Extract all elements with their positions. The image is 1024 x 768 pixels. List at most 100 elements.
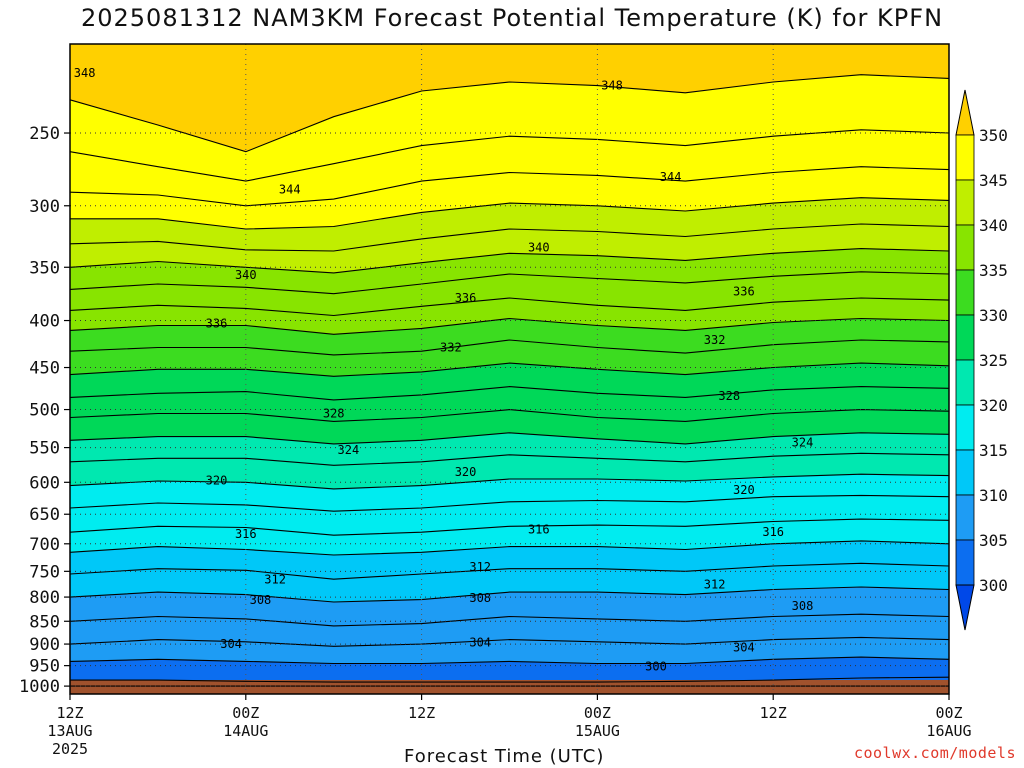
contour-label: 348	[74, 66, 96, 80]
contour-line	[69, 248, 950, 274]
x-tick-label: 12Z	[760, 704, 787, 722]
colorbar-tick-label: 350	[979, 126, 1008, 145]
x-tick-label: 13AUG	[47, 722, 92, 740]
contour-label: 312	[264, 573, 286, 587]
y-tick-label: 900	[29, 635, 60, 655]
contour-band	[70, 271, 949, 316]
contour-label: 304	[469, 636, 491, 650]
contour-band	[70, 74, 949, 182]
contour-line	[69, 562, 950, 580]
colorbar-segment	[955, 494, 975, 541]
contour-band	[70, 298, 949, 335]
x-tick-label: 12Z	[408, 704, 435, 722]
contour-label: 316	[762, 525, 784, 539]
contour-label: 320	[733, 483, 755, 497]
contour-band	[70, 474, 949, 512]
contour-label: 304	[733, 641, 755, 655]
colorbar-tick-label: 310	[979, 486, 1008, 505]
contour-label: 300	[645, 659, 667, 673]
contour-label: 308	[469, 591, 491, 605]
credit-text: coolwx.com/models	[853, 744, 1016, 762]
contour-label: 324	[792, 435, 814, 449]
contour-band	[70, 540, 949, 580]
contour-band	[70, 363, 949, 400]
contour-label: 332	[704, 333, 726, 347]
contour-label: 304	[220, 637, 242, 651]
contour-band	[70, 637, 949, 664]
contour-line	[69, 339, 950, 356]
contour-band	[70, 129, 949, 206]
colorbar-segment	[955, 539, 975, 586]
contour-label: 308	[792, 599, 814, 613]
contour-label: 340	[528, 240, 550, 254]
contour-line	[69, 636, 950, 647]
contour-line	[69, 518, 950, 536]
contour-line	[69, 432, 950, 445]
contour-label: 344	[279, 182, 301, 196]
colorbar-arrow-top	[955, 89, 975, 136]
contour-line	[69, 317, 950, 335]
contour-line	[69, 362, 950, 377]
contour-band	[70, 657, 949, 683]
contour-label: 320	[455, 465, 477, 479]
colorbar-arrow-bottom	[955, 584, 975, 631]
contour-line	[70, 197, 950, 230]
contour-label: 332	[440, 341, 462, 355]
colorbar-segment	[955, 449, 975, 496]
colorbar-segment	[955, 224, 975, 271]
x-tick-label: 14AUG	[223, 722, 268, 740]
contour-label: 340	[235, 268, 257, 282]
contour-line	[69, 223, 950, 252]
y-tick-label: 400	[29, 312, 60, 332]
y-tick-label: 1000	[19, 677, 60, 697]
contour-line	[70, 676, 950, 683]
contour-label: 316	[235, 527, 257, 541]
y-tick-label: 600	[29, 473, 60, 493]
contour-line	[69, 494, 950, 512]
y-tick-label: 950	[29, 657, 60, 677]
contour-label: 328	[323, 407, 345, 421]
y-tick-label: 350	[29, 258, 60, 278]
colorbar-tick-label: 320	[979, 396, 1008, 415]
contour-band	[70, 318, 949, 355]
colorbar: 350 345 340 335 330 325 320 315 310 305 300	[955, 89, 1008, 631]
contour-line	[69, 129, 950, 182]
contour-band	[70, 197, 949, 251]
contour-label: 324	[338, 443, 360, 457]
x-tick-label: 00Z	[584, 704, 611, 722]
y-tick-label: 800	[29, 588, 60, 608]
y-tick-label: 450	[29, 359, 60, 379]
contour-band	[70, 432, 949, 466]
contour-label: 308	[250, 593, 272, 607]
contour-label: 336	[455, 291, 477, 305]
x-tick-label: 15AUG	[575, 722, 620, 740]
y-tick-label: 550	[29, 439, 60, 459]
x-tick-label: 2025	[52, 740, 88, 758]
x-tick-label: 12Z	[56, 704, 83, 722]
contour-label: 344	[660, 170, 682, 184]
y-tick-label: 300	[29, 197, 60, 217]
colorbar-segment	[955, 359, 975, 406]
y-tick-label: 250	[29, 124, 60, 144]
contour-line	[69, 409, 950, 422]
colorbar-segment	[955, 269, 975, 316]
contour-label: 312	[469, 560, 491, 574]
contour-line	[69, 540, 950, 556]
contour-label: 320	[206, 473, 228, 487]
contour-line	[69, 586, 950, 603]
colorbar-segment	[955, 404, 975, 451]
contour-line	[69, 74, 950, 153]
colorbar-tick-label: 345	[979, 171, 1008, 190]
contour-labels: 348 348 344 344 340 340 336 336 336 332 332 328 328 3…	[74, 66, 814, 674]
contour-line	[69, 613, 950, 627]
colorbar-tick-label: 335	[979, 261, 1008, 280]
colorbar-tick-label: 325	[979, 351, 1008, 370]
contour-label: 336	[733, 285, 755, 299]
contour-band	[70, 166, 949, 229]
y-tick-label: 700	[29, 535, 60, 555]
y-tick-label: 750	[29, 562, 60, 582]
colorbar-segment	[955, 134, 975, 181]
colorbar-tick-label: 300	[979, 576, 1008, 595]
x-tick-label: 00Z	[232, 704, 259, 722]
